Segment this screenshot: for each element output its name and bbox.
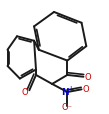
Text: +: + xyxy=(67,85,73,94)
Text: O: O xyxy=(82,85,89,93)
Text: ⁻: ⁻ xyxy=(68,102,72,111)
Text: O: O xyxy=(85,72,91,81)
Text: N: N xyxy=(61,87,69,96)
Text: O: O xyxy=(62,102,69,111)
Text: O: O xyxy=(22,87,29,96)
